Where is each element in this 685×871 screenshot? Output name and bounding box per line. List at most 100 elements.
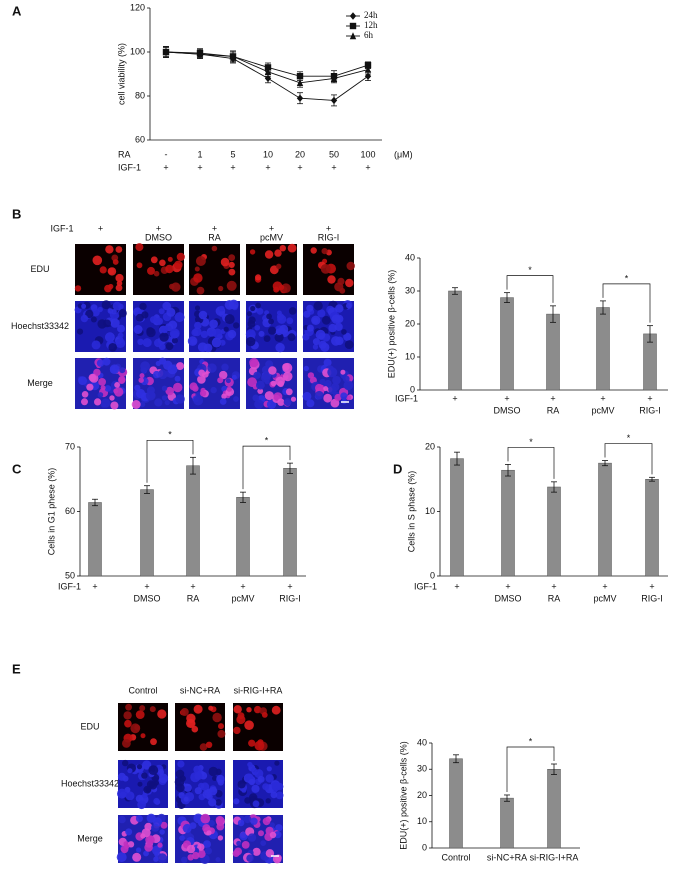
nucleus [287,333,296,342]
nucleus [277,398,285,406]
nucleus [158,773,169,784]
bar [140,489,154,577]
micrograph [75,357,128,410]
nucleus [226,386,232,392]
y-tick-label: 100 [130,46,145,56]
nucleus [254,325,261,331]
x-tick-label: pcMV [231,593,254,603]
nucleus [269,822,275,828]
nucleus [191,725,199,733]
micrograph [246,243,297,295]
nucleus [108,343,117,352]
nucleus [285,388,293,396]
nucleus [153,270,160,277]
nucleus [169,328,180,339]
bar [500,797,514,849]
nucleus [165,386,174,396]
point [296,94,304,102]
nucleus [110,401,119,410]
bar [450,458,464,577]
x-unit: (μM) [394,149,413,159]
nucleus [159,829,165,835]
micrograph [232,814,283,864]
nucleus [275,328,283,336]
nucleus [312,344,319,350]
significance-label: * [265,436,269,446]
nucleus [141,828,151,838]
nucleus [257,739,264,746]
nucleus [118,377,126,384]
nucleus [275,791,284,800]
nucleus [216,822,225,831]
nucleus [143,785,152,794]
micrograph [175,703,226,751]
nucleus [127,768,133,774]
x-row-name: IGF-1 [58,581,81,591]
nucleus [247,761,253,768]
nucleus [275,782,284,791]
nucleus [94,398,102,406]
nucleus [209,319,219,329]
legend-label: 24h [364,10,378,20]
nucleus [211,245,218,252]
x-row-label: + [92,581,97,591]
column-label: + [212,223,217,233]
nucleus [268,326,277,335]
micrograph [303,244,355,295]
nucleus [102,357,111,366]
nucleus [135,710,145,719]
error-bar [92,498,98,507]
point [196,50,204,58]
nucleus [341,329,347,335]
nucleus [109,364,120,375]
bar [236,497,250,577]
x-row-label: + [454,581,459,591]
column-label: DMSO [145,232,172,242]
nucleus [150,256,158,264]
y-axis-label: cell viability (%) [116,43,126,105]
legend-label: 12h [364,20,378,30]
nucleus [159,259,166,267]
nucleus [141,772,148,779]
x-tick-label: RIG-I [279,593,301,603]
bar [546,313,560,391]
nucleus [275,824,283,832]
nucleus [217,729,226,738]
nucleus [228,261,235,268]
nucleus [164,400,170,406]
nucleus [174,375,181,382]
error-bar [453,754,459,764]
nucleus [321,315,331,325]
nucleus [137,781,143,787]
nucleus [215,799,222,806]
bar [547,486,561,577]
nucleus [310,247,317,254]
nucleus [302,333,310,341]
nucleus [124,719,132,728]
nucleus [115,246,123,253]
nucleus [264,391,274,401]
y-tick-label: 20 [425,441,435,451]
nucleus [100,385,106,391]
x-tick-label: 50 [329,149,339,159]
x-tick-label: si-RIG-I+RA [530,852,579,862]
micrograph [116,813,168,864]
nucleus [119,791,127,798]
error-bar [550,305,556,323]
nucleus [212,328,223,338]
nucleus [142,760,152,770]
nucleus [340,369,346,375]
nucleus [107,267,117,276]
nucleus [262,817,271,826]
nucleus [85,309,94,319]
nucleus [246,311,252,317]
x-tick-label: RA [548,593,561,603]
nucleus [133,325,143,334]
nucleus [154,398,163,407]
y-tick-label: 10 [405,351,415,361]
nucleus [232,850,240,857]
nucleus [80,314,89,323]
nucleus [96,359,105,367]
nucleus [81,398,88,406]
nucleus [198,310,208,320]
